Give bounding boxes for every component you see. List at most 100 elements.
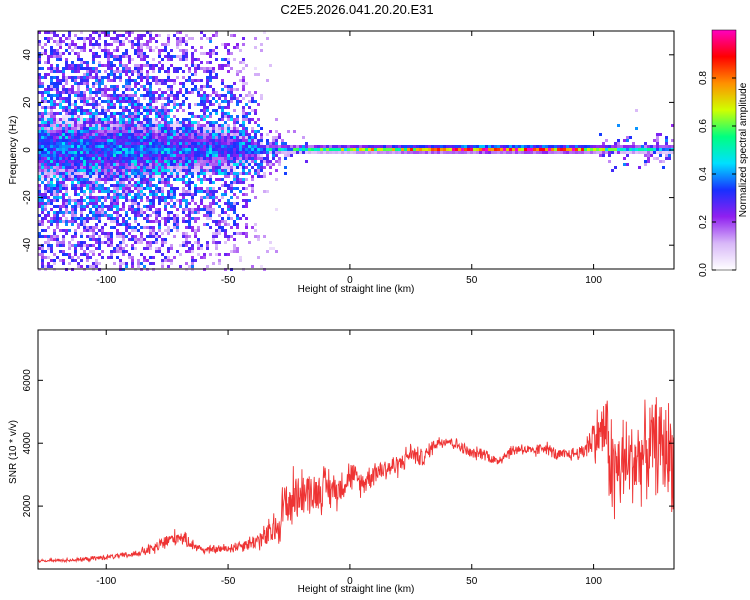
heatmap-cell: [122, 40, 125, 43]
heatmap-cell: [185, 118, 188, 121]
heatmap-cell: [176, 70, 179, 73]
heatmap-cell: [77, 175, 80, 178]
heatmap-cell: [38, 205, 41, 208]
heatmap-cell: [188, 103, 191, 106]
heatmap-cell: [56, 136, 59, 139]
heatmap-cell: [89, 109, 92, 112]
heatmap-cell: [110, 97, 113, 100]
heatmap-cell: [200, 67, 203, 70]
heatmap-cell: [173, 145, 176, 148]
heatmap-cell: [86, 70, 89, 73]
heatmap-cell: [305, 142, 308, 145]
heatmap-cell: [236, 154, 239, 157]
heatmap-cell: [170, 145, 173, 148]
heatmap-cell: [143, 118, 146, 121]
heatmap-cell: [233, 94, 236, 97]
heatmap-cell: [146, 175, 149, 178]
heatmap-cell: [56, 196, 59, 199]
heatmap-cell: [191, 244, 194, 247]
heatmap-cell: [215, 73, 218, 76]
heatmap-cell: [158, 49, 161, 52]
heatmap-cell: [74, 148, 77, 151]
heatmap-cell: [209, 253, 212, 256]
heatmap-cell: [218, 94, 221, 97]
heatmap-cell: [248, 121, 251, 124]
heatmap-cell: [137, 52, 140, 55]
heatmap-cell: [140, 85, 143, 88]
heatmap-cell: [128, 85, 131, 88]
heatmap-cell: [50, 190, 53, 193]
heatmap-cell: [155, 151, 158, 154]
heatmap-cell: [53, 151, 56, 154]
heatmap-cell: [119, 232, 122, 235]
heatmap-cell: [140, 154, 143, 157]
heatmap-cell: [524, 151, 527, 154]
heatmap-cell: [143, 160, 146, 163]
heatmap-cell: [50, 154, 53, 157]
heatmap-cell: [83, 145, 86, 148]
heatmap-cell: [170, 91, 173, 94]
heatmap-cell: [164, 175, 167, 178]
heatmap-cell: [200, 130, 203, 133]
heatmap-cell: [59, 169, 62, 172]
heatmap-cell: [80, 121, 83, 124]
heatmap-cell: [53, 124, 56, 127]
heatmap-cell: [143, 172, 146, 175]
heatmap-cell: [287, 154, 290, 157]
heatmap-cell: [110, 61, 113, 64]
heatmap-cell: [176, 169, 179, 172]
heatmap-cell: [179, 244, 182, 247]
heatmap-cell: [152, 127, 155, 130]
heatmap-cell: [173, 205, 176, 208]
heatmap-cell: [251, 127, 254, 130]
heatmap-cell: [119, 79, 122, 82]
heatmap-cell: [89, 142, 92, 145]
heatmap-cell: [245, 112, 248, 115]
heatmap-cell: [53, 172, 56, 175]
heatmap-cell: [236, 43, 239, 46]
heatmap-cell: [182, 55, 185, 58]
heatmap-cell: [44, 235, 47, 238]
heatmap-cell: [239, 181, 242, 184]
heatmap-cell: [200, 118, 203, 121]
heatmap-cell: [50, 79, 53, 82]
heatmap-cell: [149, 172, 152, 175]
heatmap-cell: [419, 145, 422, 148]
heatmap-cell: [218, 166, 221, 169]
heatmap-cell: [176, 118, 179, 121]
heatmap-cell: [110, 220, 113, 223]
heatmap-cell: [563, 151, 566, 154]
heatmap-cell: [44, 37, 47, 40]
heatmap-cell: [548, 145, 551, 148]
heatmap-cell: [56, 58, 59, 61]
heatmap-cell: [107, 208, 110, 211]
heatmap-cell: [401, 145, 404, 148]
heatmap-cell: [302, 148, 305, 151]
heatmap-cell: [236, 178, 239, 181]
heatmap-cell: [254, 229, 257, 232]
heatmap-cell: [113, 142, 116, 145]
heatmap-cell: [47, 148, 50, 151]
heatmap-cell: [617, 142, 620, 145]
heatmap-cell: [185, 88, 188, 91]
heatmap-cell: [257, 166, 260, 169]
heatmap-cell: [65, 79, 68, 82]
spectrogram-y-tick-label: 20: [22, 96, 33, 108]
heatmap-cell: [80, 208, 83, 211]
heatmap-cell: [185, 157, 188, 160]
heatmap-cell: [206, 196, 209, 199]
heatmap-cell: [89, 181, 92, 184]
heatmap-cell: [128, 145, 131, 148]
heatmap-cell: [80, 94, 83, 97]
heatmap-cell: [149, 244, 152, 247]
heatmap-cell: [89, 136, 92, 139]
heatmap-cell: [89, 121, 92, 124]
heatmap-cell: [62, 76, 65, 79]
heatmap-cell: [125, 265, 128, 268]
heatmap-cell: [227, 112, 230, 115]
heatmap-cell: [131, 163, 134, 166]
heatmap-cell: [182, 241, 185, 244]
heatmap-cell: [98, 175, 101, 178]
heatmap-cell: [119, 73, 122, 76]
heatmap-cell: [179, 142, 182, 145]
